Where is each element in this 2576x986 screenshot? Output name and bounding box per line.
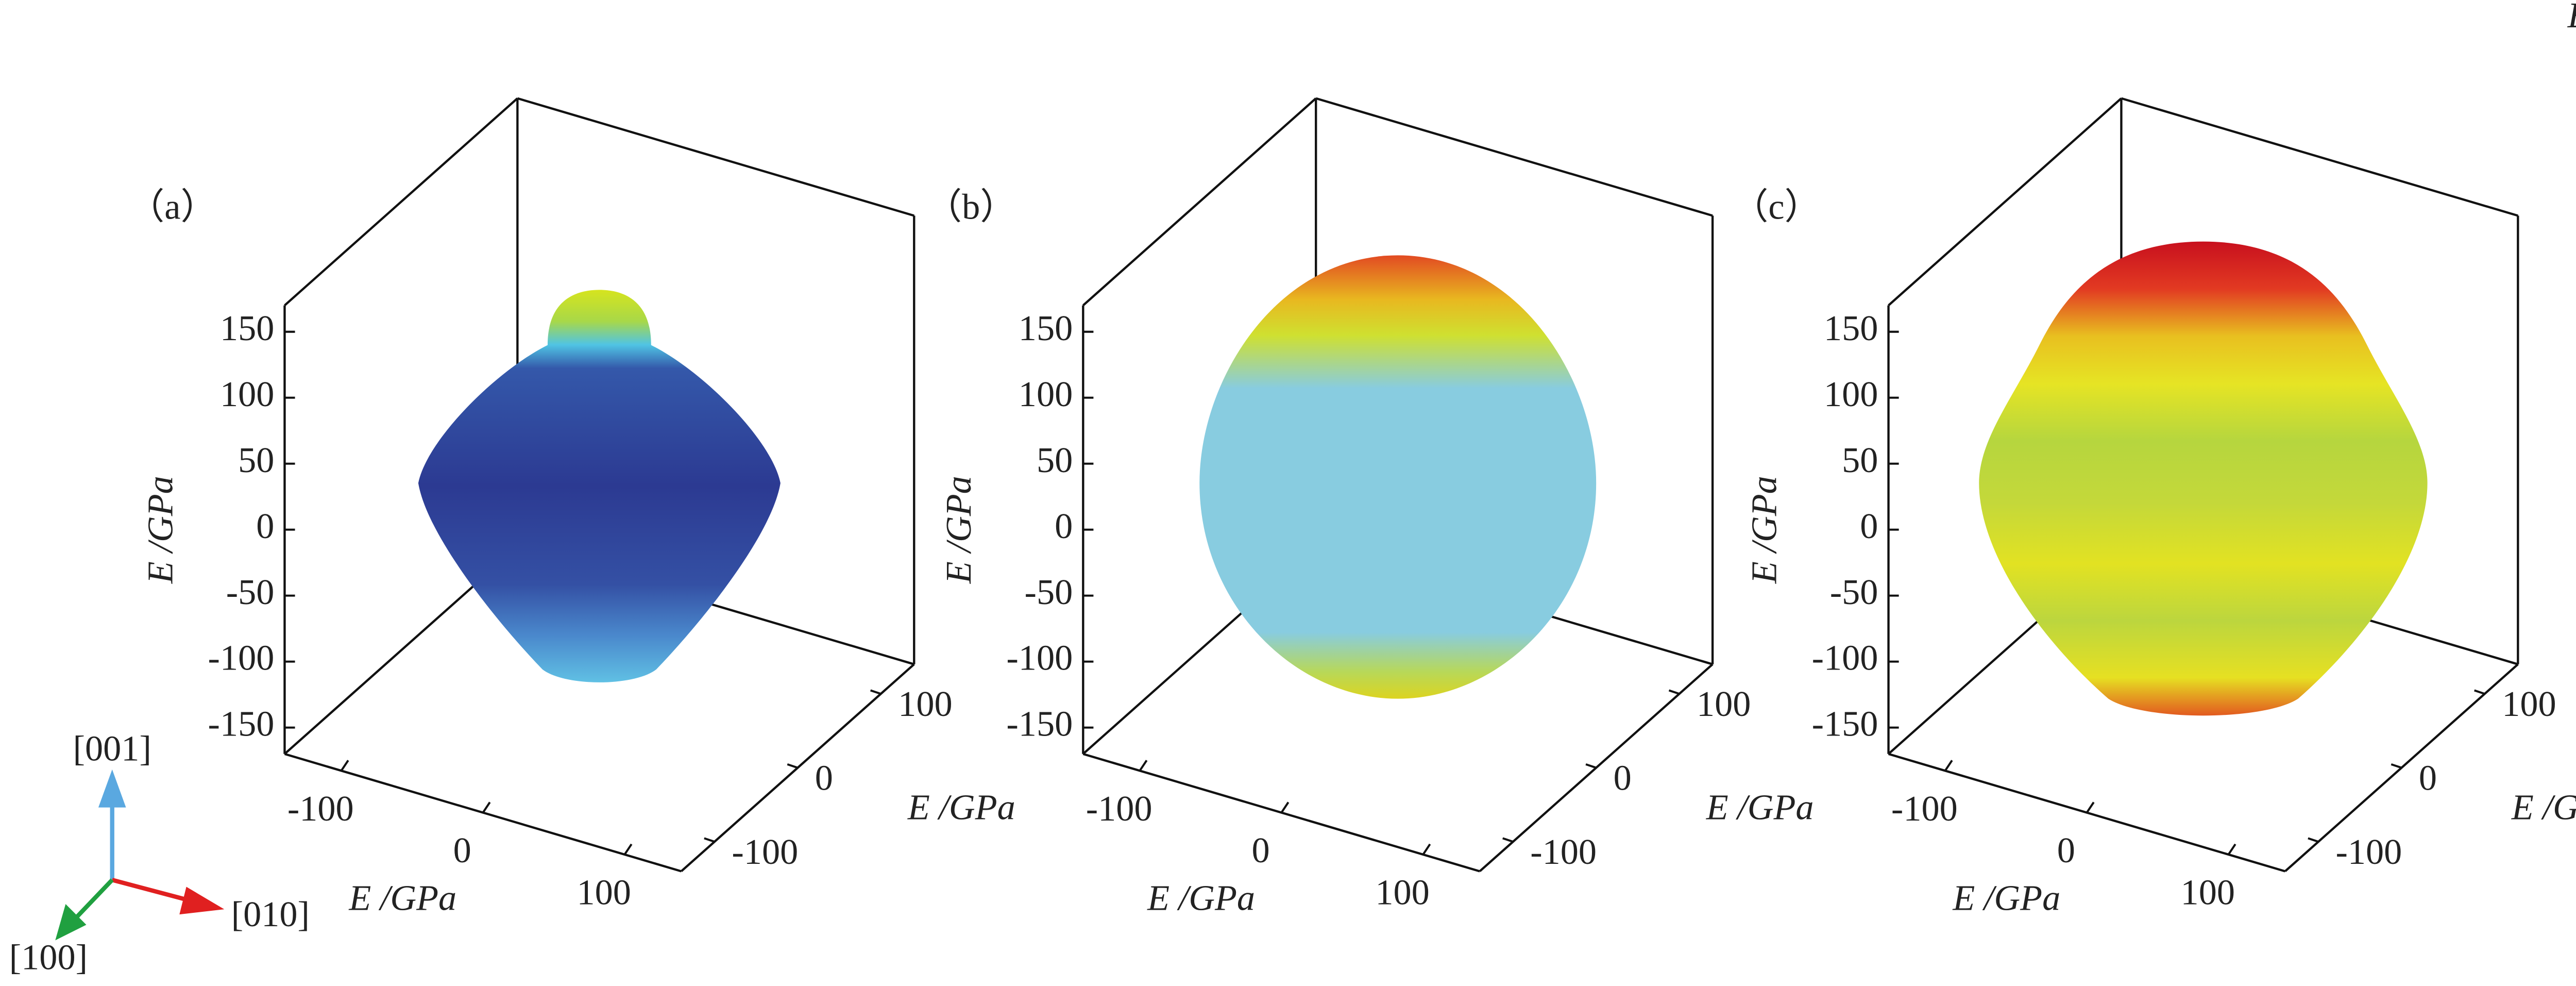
axis-arrow (111, 878, 197, 905)
z-tick-label: 50 (1037, 440, 1073, 480)
y-tick (2391, 763, 2402, 769)
triad-label: [010] (231, 894, 310, 934)
box-edge (1082, 97, 1317, 307)
box-edge (284, 97, 518, 307)
colorbar-label: E /GPa (2567, 0, 2576, 36)
y-tick-label: 0 (2419, 758, 2437, 798)
arrow-head (179, 887, 225, 915)
box-edge (2121, 97, 2518, 217)
z-tick-label: -100 (1006, 638, 1073, 678)
x-tick (623, 843, 633, 856)
triad-label: [001] (73, 729, 151, 769)
z-tick-label: 50 (238, 440, 274, 480)
panel-label: （c） (1732, 187, 1821, 227)
x-tick (1422, 843, 1431, 856)
axis-arrow (74, 878, 114, 920)
box-edge (1315, 97, 1713, 217)
z-tick-label: 150 (220, 308, 274, 348)
arrow-head (98, 769, 126, 808)
y-tick-label: -100 (732, 832, 798, 872)
z-tick-label: -150 (1006, 704, 1073, 744)
x-tick (1944, 760, 1953, 772)
x-tick (1139, 760, 1148, 772)
triad: [001] [010] [100] (9, 729, 310, 978)
x-tick-label: 100 (577, 872, 631, 912)
y-tick (704, 837, 715, 843)
x-tick (2227, 843, 2236, 856)
y-tick (2474, 689, 2485, 695)
z-tick-label: 100 (1019, 374, 1073, 414)
x-axis-label: E /GPa (348, 878, 456, 918)
y-tick (1668, 689, 1680, 695)
z-tick-label: -150 (1812, 704, 1878, 744)
x-tick-label: -100 (1891, 789, 1958, 829)
z-tick-label: -150 (208, 704, 275, 744)
x-tick (1280, 801, 1290, 813)
x-tick (482, 801, 491, 813)
y-tick (1585, 763, 1597, 769)
y-tick-label: 100 (2502, 684, 2556, 724)
x-tick-label: -100 (1086, 789, 1153, 829)
x-tick-label: -100 (287, 789, 354, 829)
z-tick-label: 100 (1824, 374, 1878, 414)
z-tick-label: -50 (226, 572, 275, 612)
arrow-head (55, 904, 87, 941)
z-axis-label: E /GPa (939, 476, 979, 584)
panel-label: （b） (926, 187, 1016, 227)
surface (1199, 255, 1597, 699)
y-tick-label: 100 (898, 684, 952, 724)
z-tick-label: 0 (1055, 506, 1073, 546)
surface (1979, 241, 2428, 716)
z-tick-label: 150 (1824, 308, 1878, 348)
y-tick (870, 689, 882, 695)
y-axis-label: E /GPa (907, 787, 1015, 827)
y-tick (787, 763, 798, 769)
x-tick (340, 760, 349, 772)
x-tick-label: 0 (453, 830, 471, 871)
y-axis-label: E /GPa (1706, 787, 1814, 827)
panel: -150 -100 -50 0 50 100 150 -100 0 100 -100 0 100 E /G… (128, 97, 1015, 918)
y-tick-label: -100 (1530, 832, 1597, 872)
panel: -150 -100 -50 0 50 100 150 -100 0 100 -100 0 100 E /G… (1732, 97, 2576, 918)
z-tick-label: -100 (208, 638, 275, 678)
x-axis-label: E /GPa (1147, 878, 1255, 918)
z-axis-label: E /GPa (140, 476, 180, 584)
z-tick-label: 100 (220, 374, 274, 414)
z-tick-label: 0 (1860, 506, 1878, 546)
z-tick-label: 150 (1019, 308, 1073, 348)
box-edge (1888, 97, 2122, 307)
surface (418, 290, 781, 682)
y-tick-label: -100 (2335, 832, 2402, 872)
y-tick (2308, 837, 2319, 843)
y-tick (1502, 837, 1514, 843)
y-tick-label: 0 (1614, 758, 1632, 798)
x-tick-label: 0 (2057, 830, 2075, 871)
y-axis-label: E /GPa (2511, 787, 2576, 827)
z-tick-label: -50 (1025, 572, 1073, 612)
panel-label: （a） (128, 187, 217, 227)
panel: -150 -100 -50 0 50 100 150 -100 0 100 -100 0 100 E /G… (926, 97, 1814, 918)
z-tick-label: -100 (1812, 638, 1878, 678)
x-tick (2086, 801, 2095, 813)
z-tick-label: 0 (256, 506, 274, 546)
x-axis-label: E /GPa (1952, 878, 2060, 918)
z-tick-label: -50 (1830, 572, 1878, 612)
x-tick-label: 0 (1252, 830, 1270, 871)
triad-label: [100] (9, 938, 88, 978)
box-edge (517, 97, 914, 217)
x-tick-label: 100 (2181, 872, 2235, 912)
z-axis-label: E /GPa (1744, 476, 1784, 584)
y-tick-label: 100 (1697, 684, 1751, 724)
y-tick-label: 0 (815, 758, 833, 798)
x-tick-label: 100 (1375, 872, 1429, 912)
z-tick-label: 50 (1842, 440, 1878, 480)
